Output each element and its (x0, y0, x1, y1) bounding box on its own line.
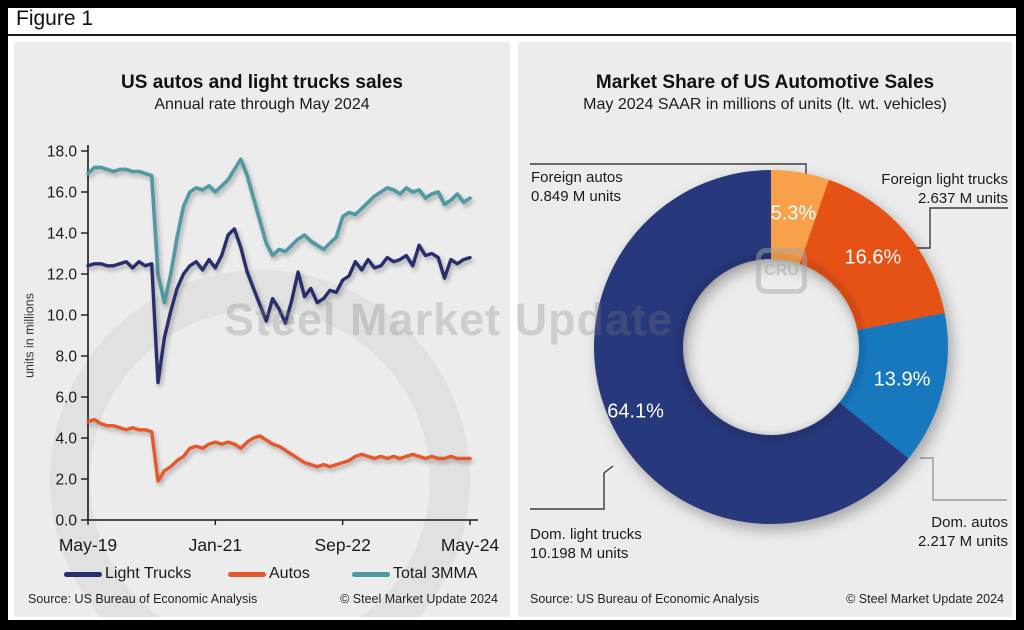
pct-label-dom-light-trucks: 64.1% (607, 400, 664, 423)
series-line-autos (86, 417, 472, 483)
autos-line-swatch (228, 572, 266, 577)
figure-label: Figure 1 (16, 7, 94, 30)
callout-foreign-autos: Foreign autos 0.849 M units (531, 168, 623, 206)
line-chart-title: US autos and light trucks sales (121, 72, 403, 93)
axes (87, 145, 478, 521)
callout-dom-light-trucks-units: 10.198 M units (530, 545, 629, 562)
x-tick-label: May-19 (59, 535, 117, 555)
donut-chart-panel: Market Share of US Automotive Sales May … (518, 42, 1012, 617)
x-tick-label: Sep-22 (314, 535, 370, 555)
y-tick-label: 6.0 (55, 390, 77, 407)
line-chart-panel: US autos and light trucks sales Annual r… (14, 42, 510, 617)
y-tick-label: 10.0 (47, 308, 78, 325)
leader-dom-autos (920, 457, 1007, 501)
callout-foreign-autos-name: Foreign autos (531, 169, 623, 186)
donut-chart-subtitle: May 2024 SAAR in millions of units (lt. … (583, 96, 947, 113)
legend-item-total-3mma: Total 3MMA (352, 565, 477, 583)
donut-hole-shadow (677, 253, 865, 441)
y-tick-label: 12.0 (47, 267, 78, 284)
legend-label-total-3mma: Total 3MMA (393, 565, 478, 582)
legend-label-light-trucks: Light Trucks (105, 565, 192, 582)
figure-title-rule (8, 34, 1016, 36)
donut-chart-canvas (530, 163, 1008, 524)
leader-dom-light-trucks (530, 465, 614, 510)
light-trucks-line-swatch (64, 572, 102, 577)
line-chart-subtitle: Annual rate through May 2024 (154, 96, 370, 113)
pct-label-dom-autos: 13.9% (873, 368, 931, 391)
y-tick-label: 18.0 (47, 144, 78, 161)
y-tick-label: 0.0 (55, 513, 77, 530)
donut-slice-foreign-autos (771, 170, 829, 264)
y-tick-label: 2.0 (55, 472, 77, 489)
leader-foreign-light-trucks (900, 207, 1008, 249)
y-tick-label: 8.0 (55, 349, 77, 366)
callout-dom-autos: Dom. autos 2.217 M units (918, 513, 1008, 551)
line-chart-copyright: © Steel Market Update 2024 (340, 592, 498, 606)
donut-chart-title: Market Share of US Automotive Sales (595, 72, 935, 93)
y-tick-label: 16.0 (47, 185, 78, 202)
donut-chart-source: Source: US Bureau of Economic Analysis (530, 592, 760, 606)
legend-item-light-trucks: Light Trucks (64, 565, 191, 583)
x-tick-label: Jan-21 (189, 535, 243, 555)
series-line-light-trucks (86, 227, 472, 385)
y-tick-label: 4.0 (55, 431, 77, 448)
donut-slice-dom-light-trucks (594, 170, 909, 524)
callout-foreign-light-trucks: Foreign light trucks 2.637 M units (881, 170, 1008, 208)
callout-dom-light-trucks-name: Dom. light trucks (530, 526, 642, 543)
legend-item-autos: Autos (228, 565, 310, 583)
donut-chart-copyright: © Steel Market Update 2024 (846, 592, 1004, 606)
donut-slice-foreign-light-trucks (799, 179, 945, 331)
x-tick-label: May-24 (441, 535, 500, 555)
line-chart-source: Source: US Bureau of Economic Analysis (28, 592, 258, 606)
pct-label-foreign-light-trucks: 16.6% (844, 246, 902, 269)
callout-dom-autos-name: Dom. autos (931, 514, 1008, 531)
callout-dom-light-trucks: Dom. light trucks 10.198 M units (530, 525, 642, 563)
callout-foreign-light-trucks-name: Foreign light trucks (881, 171, 1008, 188)
pct-label-foreign-autos: 5.3% (770, 202, 817, 225)
y-tick-label: 14.0 (47, 226, 78, 243)
legend-label-autos: Autos (269, 565, 310, 582)
callout-dom-autos-units: 2.217 M units (917, 533, 1008, 550)
callout-foreign-autos-units: 0.849 M units (531, 188, 622, 205)
callout-foreign-light-trucks-units: 2.637 M units (917, 190, 1008, 207)
donut-slice-dom-autos (839, 312, 948, 459)
total-3mma-line-swatch (352, 572, 390, 577)
line-chart-canvas: 0.0 2.0 4.0 6.0 8.0 10.0 12.0 14.0 16.0 18.0 May-1… (47, 144, 500, 556)
series-line-total-3mma (86, 157, 472, 305)
leader-foreign-autos (530, 163, 807, 178)
donut-slices (594, 170, 948, 524)
